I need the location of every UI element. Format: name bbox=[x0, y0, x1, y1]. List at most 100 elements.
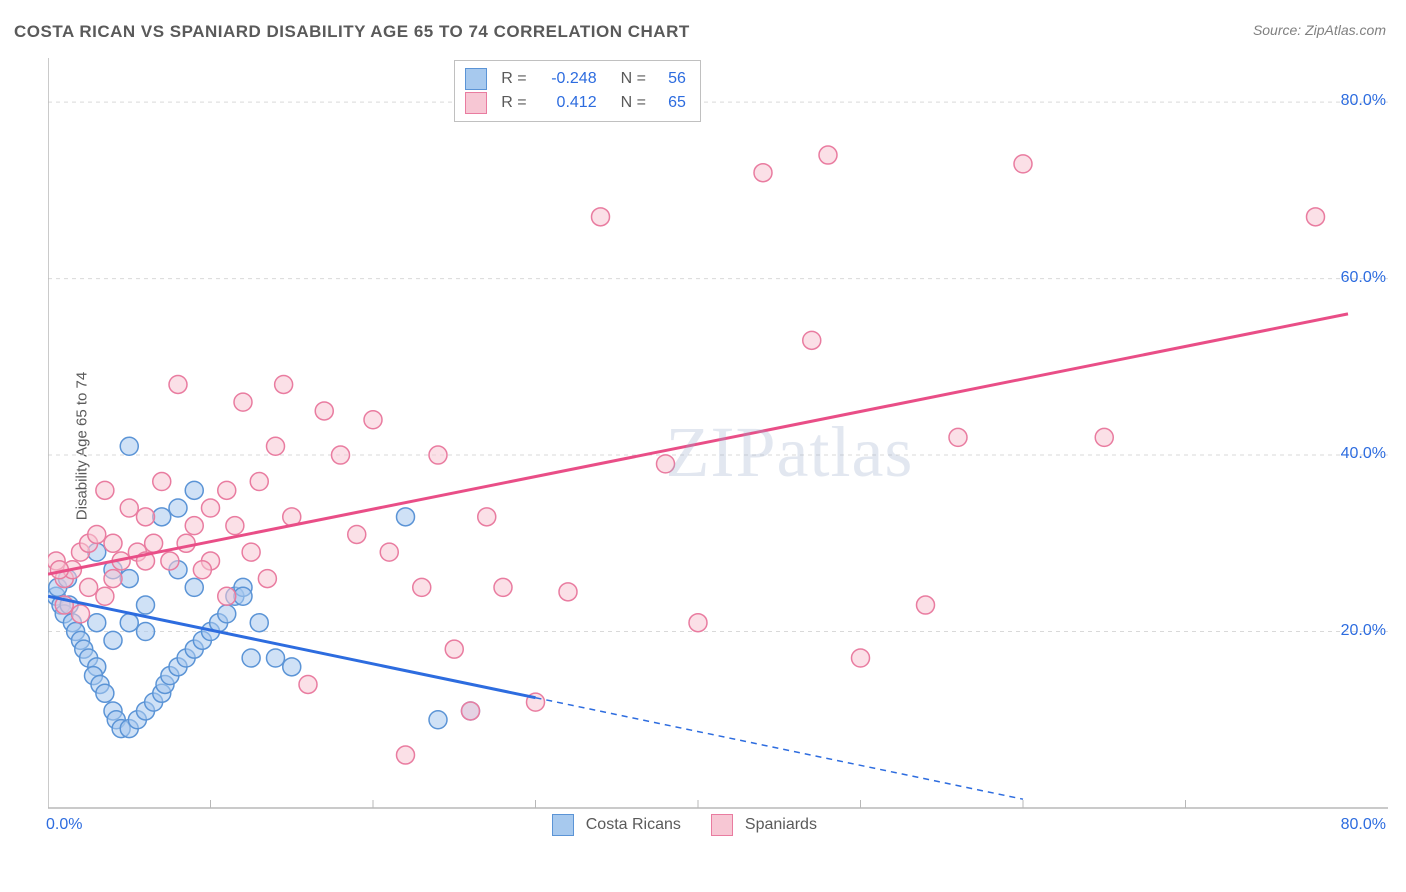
legend-swatch bbox=[552, 814, 574, 836]
stat-r-value: -0.248 bbox=[537, 67, 597, 91]
data-point bbox=[242, 649, 260, 667]
data-point bbox=[153, 508, 171, 526]
data-point bbox=[153, 473, 171, 491]
legend-item: Costa Ricans bbox=[552, 814, 681, 836]
data-point bbox=[218, 587, 236, 605]
axis-tick-label: 80.0% bbox=[1341, 816, 1386, 834]
data-point bbox=[364, 411, 382, 429]
stats-row: R = 0.412 N = 65 bbox=[465, 91, 686, 115]
data-point bbox=[462, 702, 480, 720]
data-point bbox=[80, 578, 98, 596]
data-point bbox=[185, 517, 203, 535]
data-point bbox=[96, 481, 114, 499]
series-legend: Costa Ricans Spaniards bbox=[552, 814, 817, 836]
data-point bbox=[657, 455, 675, 473]
legend-label: Costa Ricans bbox=[586, 816, 681, 834]
stats-row: R = -0.248 N = 56 bbox=[465, 67, 686, 91]
data-point bbox=[202, 499, 220, 517]
data-point bbox=[96, 684, 114, 702]
data-point bbox=[234, 393, 252, 411]
data-point bbox=[315, 402, 333, 420]
legend-swatch bbox=[465, 68, 487, 90]
data-point bbox=[72, 605, 90, 623]
source-attribution: Source: ZipAtlas.com bbox=[1253, 22, 1386, 38]
data-point bbox=[242, 543, 260, 561]
chart-title: COSTA RICAN VS SPANIARD DISABILITY AGE 6… bbox=[14, 22, 690, 42]
data-point bbox=[193, 561, 211, 579]
data-point bbox=[819, 146, 837, 164]
data-point bbox=[592, 208, 610, 226]
scatter-chart bbox=[48, 58, 1388, 828]
data-point bbox=[120, 570, 138, 588]
data-point bbox=[348, 525, 366, 543]
data-point bbox=[88, 525, 106, 543]
data-point bbox=[1095, 428, 1113, 446]
legend-label: Spaniards bbox=[745, 816, 817, 834]
data-point bbox=[177, 534, 195, 552]
data-point bbox=[104, 570, 122, 588]
data-point bbox=[258, 570, 276, 588]
data-point bbox=[88, 614, 106, 632]
legend-swatch bbox=[711, 814, 733, 836]
axis-tick-label: 40.0% bbox=[1341, 445, 1386, 463]
data-point bbox=[250, 473, 268, 491]
data-point bbox=[169, 375, 187, 393]
data-point bbox=[949, 428, 967, 446]
axis-tick-label: 0.0% bbox=[46, 816, 82, 834]
stat-r-label: R = bbox=[501, 91, 526, 115]
data-point bbox=[1014, 155, 1032, 173]
data-point bbox=[275, 375, 293, 393]
data-point bbox=[445, 640, 463, 658]
data-point bbox=[185, 481, 203, 499]
data-point bbox=[917, 596, 935, 614]
stat-r-value: 0.412 bbox=[537, 91, 597, 115]
data-point bbox=[852, 649, 870, 667]
data-point bbox=[137, 596, 155, 614]
data-point bbox=[283, 658, 301, 676]
data-point bbox=[267, 649, 285, 667]
data-point bbox=[250, 614, 268, 632]
stat-n-value: 56 bbox=[656, 67, 686, 91]
data-point bbox=[96, 587, 114, 605]
stat-r-label: R = bbox=[501, 67, 526, 91]
data-point bbox=[429, 446, 447, 464]
data-point bbox=[559, 583, 577, 601]
data-point bbox=[397, 508, 415, 526]
data-point bbox=[218, 605, 236, 623]
data-point bbox=[429, 711, 447, 729]
data-point bbox=[689, 614, 707, 632]
data-point bbox=[169, 499, 187, 517]
correlation-stats-box: R = -0.248 N = 56 R = 0.412 N = 65 bbox=[454, 60, 701, 122]
data-point bbox=[137, 623, 155, 641]
trend-line-spaniards bbox=[48, 314, 1348, 574]
data-point bbox=[380, 543, 398, 561]
data-point bbox=[1307, 208, 1325, 226]
stat-n-label: N = bbox=[621, 67, 646, 91]
data-point bbox=[803, 331, 821, 349]
legend-swatch bbox=[465, 92, 487, 114]
data-point bbox=[137, 508, 155, 526]
axis-tick-label: 80.0% bbox=[1341, 92, 1386, 110]
legend-item: Spaniards bbox=[711, 814, 817, 836]
data-point bbox=[397, 746, 415, 764]
data-point bbox=[267, 437, 285, 455]
data-point bbox=[226, 517, 244, 535]
axis-tick-label: 60.0% bbox=[1341, 269, 1386, 287]
axis-tick-label: 20.0% bbox=[1341, 622, 1386, 640]
data-point bbox=[494, 578, 512, 596]
data-point bbox=[185, 578, 203, 596]
stat-n-label: N = bbox=[621, 91, 646, 115]
data-point bbox=[413, 578, 431, 596]
data-point bbox=[120, 437, 138, 455]
data-point bbox=[478, 508, 496, 526]
trend-line-costa-ricans-dashed bbox=[536, 698, 1024, 799]
data-point bbox=[234, 587, 252, 605]
data-point bbox=[120, 614, 138, 632]
data-point bbox=[104, 534, 122, 552]
data-point bbox=[754, 164, 772, 182]
data-point bbox=[299, 675, 317, 693]
stat-n-value: 65 bbox=[656, 91, 686, 115]
data-point bbox=[120, 499, 138, 517]
data-point bbox=[145, 534, 163, 552]
data-point bbox=[332, 446, 350, 464]
